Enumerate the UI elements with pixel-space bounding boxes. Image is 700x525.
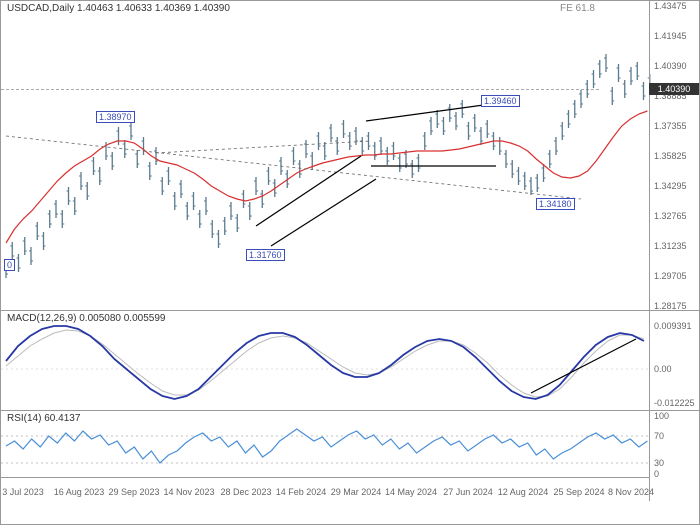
x-tick-label: 29 Sep 2023 xyxy=(108,487,159,497)
rsi-panel: RSI(14) 60.4137 10070300 3 Jul 202316 Au… xyxy=(1,411,699,501)
x-tick-label: 16 Aug 2023 xyxy=(54,487,105,497)
macd-panel: MACD(12,26,9) 0.005080 0.005599 0.009391… xyxy=(1,311,699,411)
price-y-axis: 1.434751.419451.403901.388851.373551.358… xyxy=(649,1,699,310)
macd-svg xyxy=(1,311,651,411)
x-tick-label: 8 Nov 2024 xyxy=(608,487,654,497)
y-tick-label: 1.34295 xyxy=(654,181,687,191)
trading-chart: USDCAD,Daily 1.40463 1.40633 1.40369 1.4… xyxy=(0,0,700,525)
y-tick-label: 1.35825 xyxy=(654,151,687,161)
x-tick-label: 25 Sep 2024 xyxy=(553,487,604,497)
y-tick-label: -0.012225 xyxy=(654,398,695,408)
y-tick-label: 1.40390 xyxy=(654,61,687,71)
price-plot[interactable]: USDCAD,Daily 1.40463 1.40633 1.40369 1.4… xyxy=(1,1,649,310)
y-tick-label: 70 xyxy=(654,431,664,441)
y-tick-label: 0.009391 xyxy=(654,321,692,331)
x-axis: 3 Jul 2023 16 Aug 202329 Sep 2023 14 Nov 2… xyxy=(1,477,649,501)
x-tick-label: 29 Mar 2024 xyxy=(331,487,382,497)
price-annotation[interactable]: 1.39460 xyxy=(481,95,520,107)
y-tick-label: 1.28175 xyxy=(654,301,687,311)
x-tick-label: 28 Dec 2023 xyxy=(220,487,271,497)
price-svg xyxy=(1,1,651,311)
rsi-svg xyxy=(1,411,651,477)
price-annotation[interactable]: 1.38970 xyxy=(96,111,135,123)
rsi-y-axis: 100 70 300 xyxy=(649,411,699,501)
x-tick-label: 12 Aug 2024 xyxy=(498,487,549,497)
x-tick-label: 14 Nov 2023 xyxy=(163,487,214,497)
x-tick-label: 3 Jul 2023 xyxy=(2,487,44,497)
y-tick-label: 30 xyxy=(654,458,664,468)
y-tick-label: 1.43475 xyxy=(654,1,687,11)
y-tick-label: 1.29705 xyxy=(654,271,687,281)
y-tick-label: 1.31235 xyxy=(654,241,687,251)
y-tick-label: 0.00 xyxy=(654,364,672,374)
current-price-tag: 1.40390 xyxy=(649,83,699,95)
y-tick-label: 0 xyxy=(654,469,659,479)
x-tick-label: 27 Jun 2024 xyxy=(443,487,493,497)
macd-plot[interactable]: MACD(12,26,9) 0.005080 0.005599 xyxy=(1,311,649,410)
macd-y-axis: 0.009391 0.00 -0.012225 xyxy=(649,311,699,410)
y-tick-label: 1.37355 xyxy=(654,121,687,131)
x-tick-label: 14 Feb 2024 xyxy=(276,487,327,497)
y-tick-label: 100 xyxy=(654,411,669,421)
price-annotation[interactable]: 0 xyxy=(4,259,15,271)
x-tick-label: 14 May 2024 xyxy=(385,487,437,497)
y-tick-label: 1.41945 xyxy=(654,31,687,41)
price-annotation[interactable]: 1.31760 xyxy=(246,249,285,261)
price-panel: USDCAD,Daily 1.40463 1.40633 1.40369 1.4… xyxy=(1,1,699,311)
y-tick-label: 1.32765 xyxy=(654,211,687,221)
price-annotation[interactable]: 1.34180 xyxy=(536,198,575,210)
